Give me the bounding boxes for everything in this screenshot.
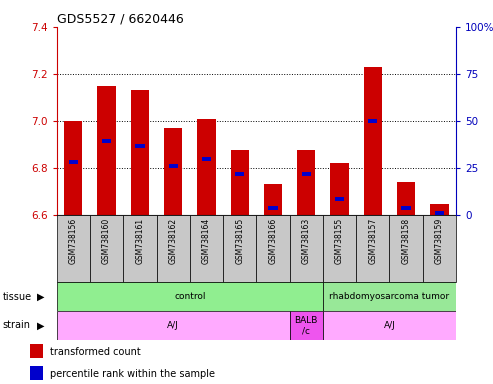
- Bar: [223, 215, 256, 282]
- Bar: [190, 215, 223, 282]
- Bar: [290, 311, 323, 340]
- Bar: [264, 184, 282, 215]
- Bar: [135, 144, 144, 148]
- Text: BALB
/c: BALB /c: [295, 316, 318, 335]
- Bar: [435, 211, 444, 215]
- Bar: [323, 282, 456, 311]
- Bar: [268, 205, 278, 210]
- Text: GSM738164: GSM738164: [202, 218, 211, 264]
- Text: GSM738158: GSM738158: [402, 218, 411, 264]
- Bar: [256, 215, 290, 282]
- Bar: [98, 86, 116, 215]
- Bar: [202, 157, 211, 161]
- Text: GSM738165: GSM738165: [235, 218, 244, 264]
- Bar: [323, 311, 456, 340]
- Text: ▶: ▶: [37, 320, 44, 331]
- Text: GSM738160: GSM738160: [102, 218, 111, 264]
- Text: GDS5527 / 6620446: GDS5527 / 6620446: [57, 13, 183, 26]
- Bar: [90, 215, 123, 282]
- Text: GSM738163: GSM738163: [302, 218, 311, 264]
- Text: A/J: A/J: [167, 321, 179, 330]
- Bar: [231, 151, 249, 215]
- Bar: [430, 204, 449, 215]
- Text: tissue: tissue: [2, 291, 32, 302]
- Bar: [423, 215, 456, 282]
- Bar: [64, 121, 82, 215]
- Bar: [30, 344, 43, 358]
- Bar: [164, 128, 182, 215]
- Bar: [57, 282, 323, 311]
- Text: percentile rank within the sample: percentile rank within the sample: [50, 369, 215, 379]
- Bar: [30, 366, 43, 379]
- Text: GSM738159: GSM738159: [435, 218, 444, 264]
- Bar: [69, 160, 78, 164]
- Bar: [401, 205, 411, 210]
- Bar: [364, 67, 382, 215]
- Text: GSM738155: GSM738155: [335, 218, 344, 264]
- Bar: [197, 119, 215, 215]
- Bar: [356, 215, 389, 282]
- Bar: [323, 215, 356, 282]
- Bar: [389, 215, 423, 282]
- Text: transformed count: transformed count: [50, 347, 141, 357]
- Text: GSM738156: GSM738156: [69, 218, 78, 264]
- Bar: [102, 139, 111, 143]
- Text: control: control: [174, 292, 206, 301]
- Bar: [157, 215, 190, 282]
- Bar: [397, 182, 415, 215]
- Bar: [235, 172, 245, 176]
- Bar: [123, 215, 157, 282]
- Text: rhabdomyosarcoma tumor: rhabdomyosarcoma tumor: [329, 292, 450, 301]
- Bar: [57, 311, 290, 340]
- Text: GSM738166: GSM738166: [269, 218, 278, 264]
- Bar: [57, 215, 90, 282]
- Bar: [297, 151, 316, 215]
- Bar: [131, 90, 149, 215]
- Bar: [169, 164, 178, 168]
- Bar: [302, 172, 311, 176]
- Text: ▶: ▶: [37, 291, 44, 302]
- Bar: [335, 197, 344, 201]
- Text: GSM738157: GSM738157: [368, 218, 377, 264]
- Bar: [368, 119, 378, 123]
- Text: GSM738162: GSM738162: [169, 218, 177, 264]
- Text: GSM738161: GSM738161: [136, 218, 144, 264]
- Text: strain: strain: [2, 320, 31, 331]
- Bar: [290, 215, 323, 282]
- Text: A/J: A/J: [384, 321, 395, 330]
- Bar: [330, 163, 349, 215]
